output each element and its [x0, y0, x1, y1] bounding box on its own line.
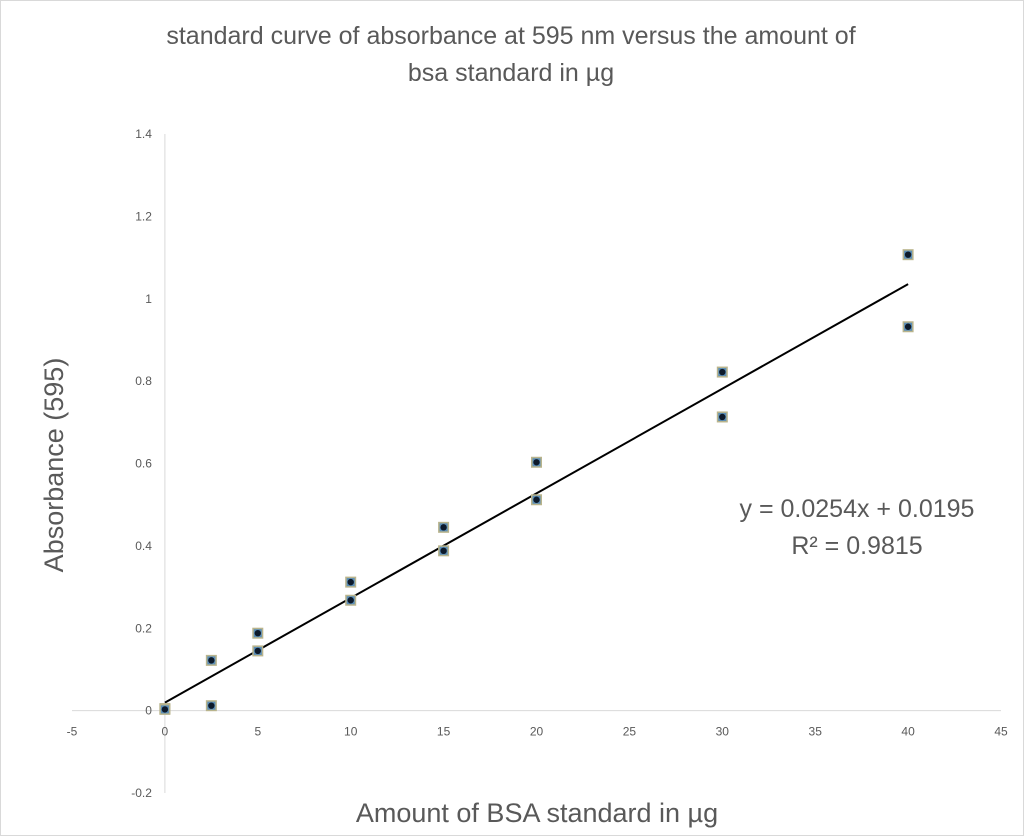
data-point-dot: [719, 413, 726, 421]
data-point-dot: [347, 578, 354, 586]
y-tick-label: -0.2: [131, 786, 152, 800]
x-tick-label: 20: [530, 725, 544, 739]
x-tick-label: 0: [162, 725, 169, 739]
trendline: [164, 283, 909, 704]
data-point-dot: [904, 251, 912, 258]
data-point-dot: [347, 597, 354, 604]
data-point-dot: [440, 524, 447, 531]
data-point: [345, 576, 357, 588]
data-points: [159, 249, 914, 715]
x-tick-label: 30: [716, 725, 730, 739]
y-tick-label: 0.8: [135, 374, 152, 388]
axes: [72, 134, 1001, 793]
x-tick-label: 45: [994, 725, 1008, 739]
data-point: [902, 249, 914, 261]
data-point-dot: [533, 496, 540, 503]
data-point: [902, 321, 914, 333]
data-point: [531, 494, 542, 506]
x-axis-label: Amount of BSA standard in µg: [356, 798, 718, 828]
data-point-dot: [254, 647, 261, 655]
data-point: [345, 594, 357, 606]
x-tick-label: 40: [901, 725, 915, 739]
x-tick-label: 15: [437, 725, 451, 739]
x-tick-label: 35: [809, 725, 823, 739]
y-tick-label: 0: [145, 704, 152, 718]
data-point: [205, 654, 217, 666]
data-point: [438, 521, 450, 533]
x-tick-label: 10: [344, 725, 358, 739]
data-point-dot: [533, 459, 540, 466]
y-tick-label: 1: [145, 292, 152, 306]
x-tick-label: 25: [623, 725, 637, 739]
data-point-dot: [440, 547, 447, 555]
data-point: [716, 411, 728, 423]
data-point: [438, 545, 450, 557]
data-point: [252, 627, 264, 639]
trendline-group: [164, 283, 909, 704]
y-tick-label: 1.4: [135, 127, 152, 141]
y-tick-label: 0.4: [135, 539, 152, 553]
data-point-dot: [719, 368, 726, 376]
data-point: [159, 703, 171, 715]
x-tick-label: -5: [67, 725, 78, 739]
data-point-dot: [208, 657, 215, 664]
data-point: [531, 456, 542, 468]
data-point: [716, 366, 728, 378]
y-axis-label: Absorbance (595): [39, 358, 69, 573]
chart-title-line-1: standard curve of absorbance at 595 nm v…: [166, 22, 855, 50]
trendline-equation: y = 0.0254x + 0.0195: [740, 495, 975, 523]
data-point-dot: [208, 702, 215, 709]
data-point: [205, 700, 217, 712]
r-squared-label: R² = 0.9815: [791, 532, 922, 560]
data-point-dot: [904, 323, 912, 330]
y-tick-label: 0.2: [135, 621, 152, 635]
chart-title-line-2: bsa standard in µg: [408, 59, 614, 87]
y-tick-labels: -0.2 0 0.2 0.4 0.6 0.8 1 1.2 1.4: [131, 127, 152, 800]
x-tick-labels: -5 0 5 10 15 20 25 30 35 40 45: [67, 725, 1008, 739]
y-tick-label: 0.6: [135, 457, 152, 471]
y-tick-label: 1.2: [135, 209, 152, 223]
data-point: [252, 645, 264, 657]
data-point-dot: [254, 629, 261, 637]
x-tick-label: 5: [254, 725, 261, 739]
data-point-dot: [161, 706, 169, 713]
